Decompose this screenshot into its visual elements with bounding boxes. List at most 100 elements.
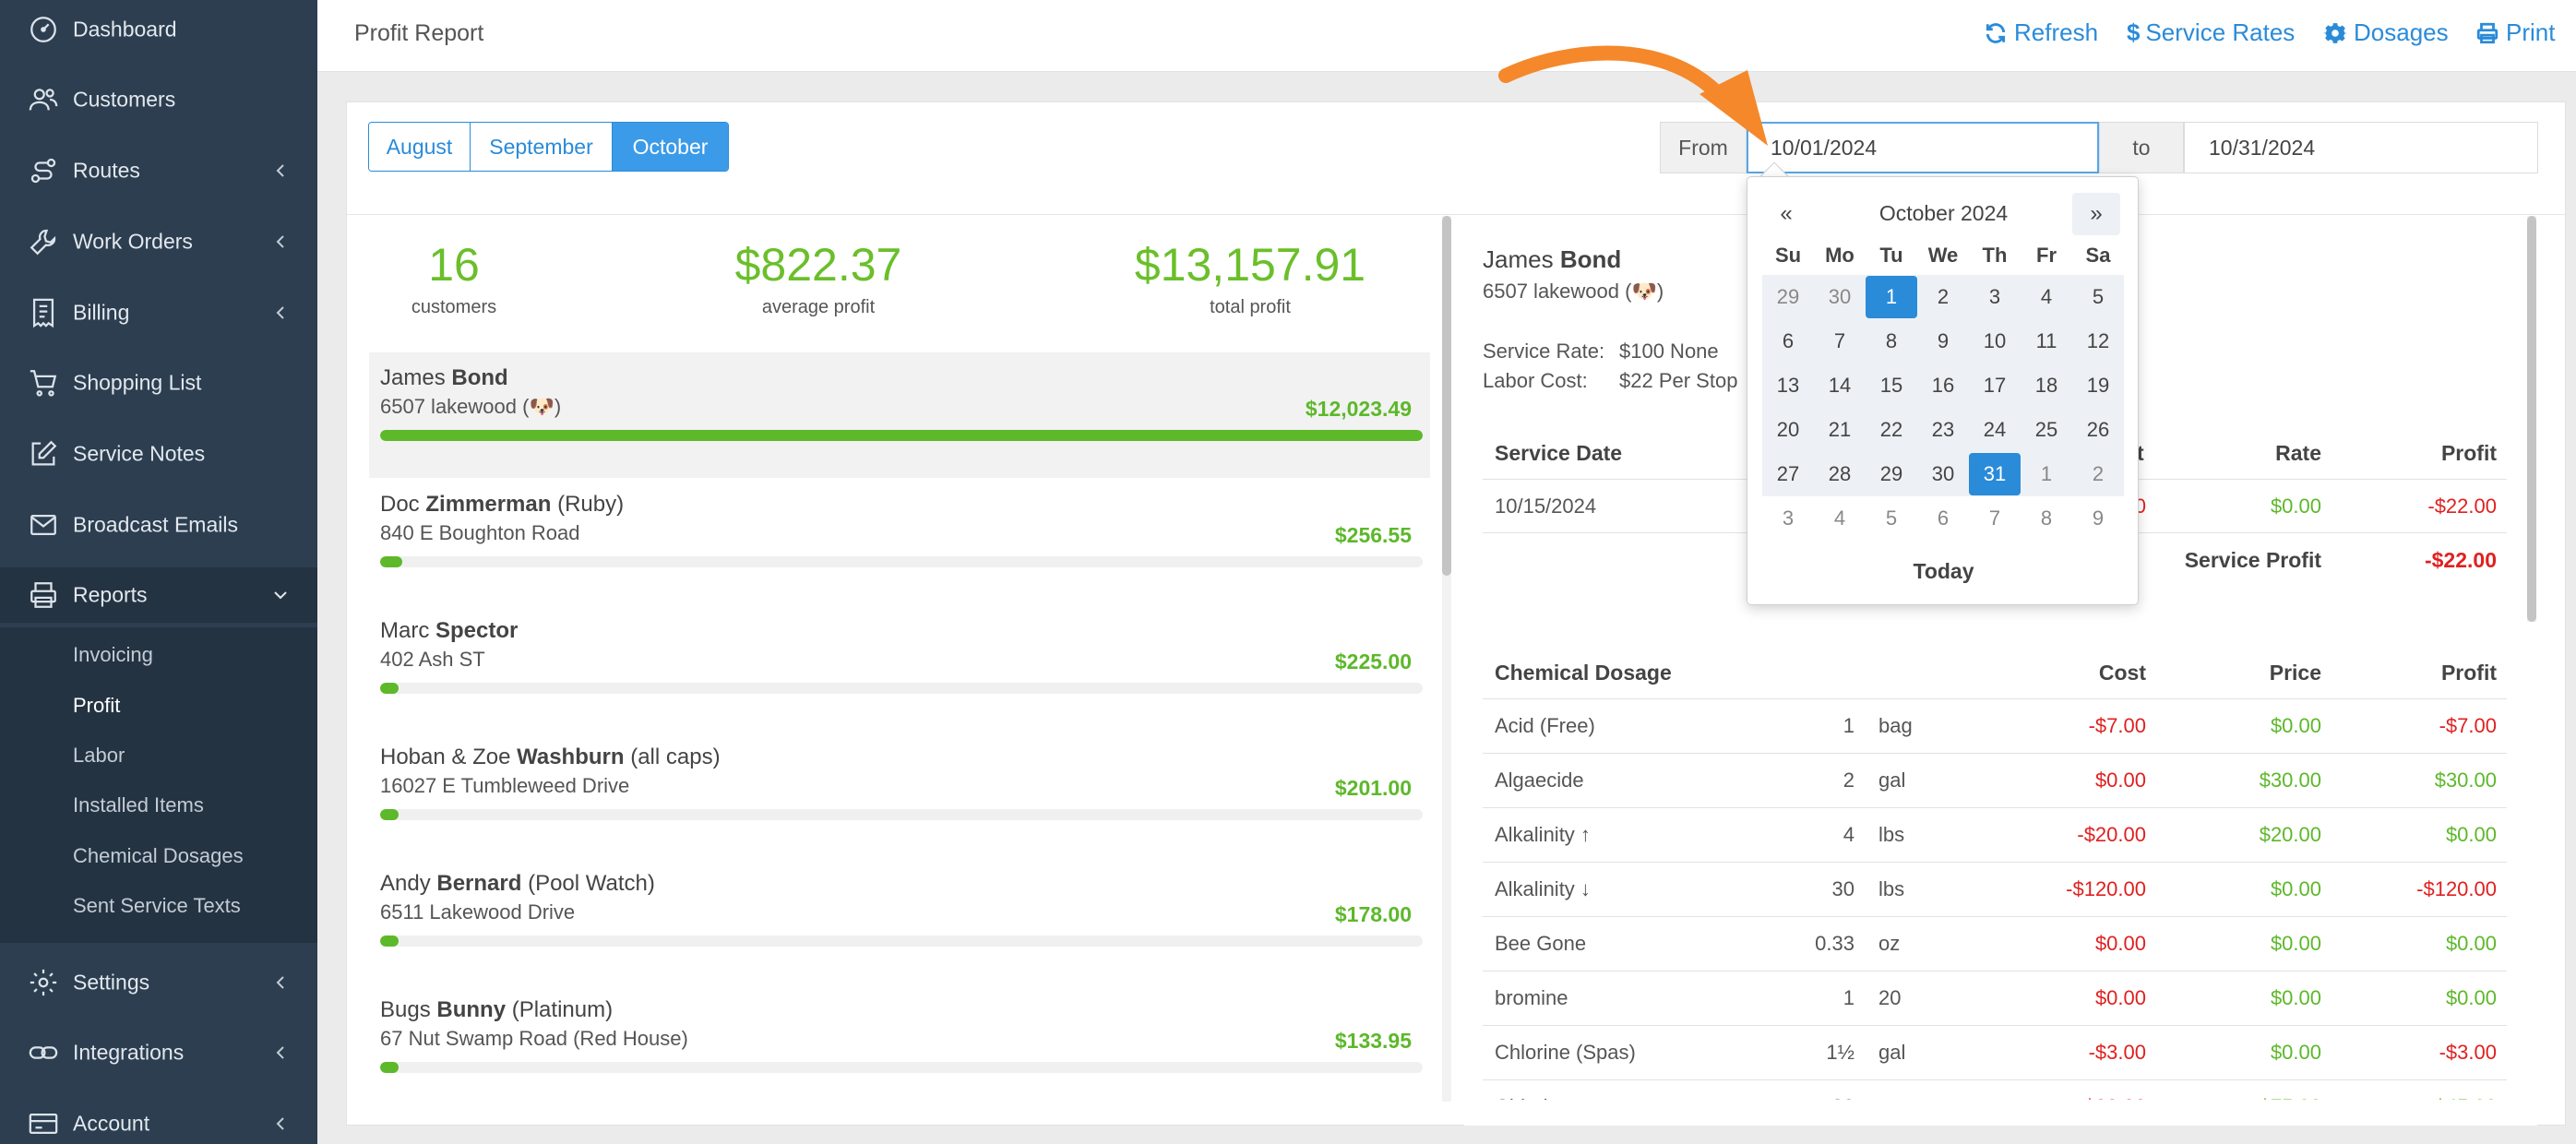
- calendar-day[interactable]: 5: [1885, 506, 1898, 530]
- calendar-day[interactable]: 25: [2034, 418, 2058, 441]
- calendar-day[interactable]: 27: [1776, 462, 1800, 485]
- sidebar-item-dashboard[interactable]: Dashboard: [0, 2, 317, 57]
- calendar-next-button[interactable]: »: [2072, 193, 2120, 235]
- sidebar-item-reports[interactable]: Reports: [0, 567, 317, 623]
- calendar-weekday: Su: [1774, 244, 1802, 267]
- calendar-day[interactable]: 1: [2040, 462, 2053, 485]
- calendar-day[interactable]: 21: [1828, 418, 1852, 441]
- sidebar-item-integrations[interactable]: Integrations: [0, 1025, 317, 1080]
- customer-address: 67 Nut Swamp Road (Red House): [380, 1027, 688, 1050]
- month-button-august[interactable]: August: [369, 123, 471, 171]
- calendar-day[interactable]: 8: [1885, 329, 1898, 352]
- dosage-cost-cell: -$3.00: [2088, 1041, 2146, 1064]
- gear-icon: [30, 969, 57, 996]
- sidebar-subitem-chemical-dosages[interactable]: Chemical Dosages: [73, 844, 244, 867]
- calendar-day[interactable]: 29: [1879, 462, 1903, 485]
- sidebar-item-broadcast-emails[interactable]: Broadcast Emails: [0, 497, 317, 553]
- calendar-day[interactable]: 2: [1937, 285, 1950, 308]
- profit-bar: [380, 1062, 1423, 1073]
- calendar-day[interactable]: 3: [1988, 285, 2001, 308]
- calendar-day[interactable]: 19: [2086, 374, 2110, 397]
- sidebar-item-label: Billing: [73, 300, 130, 325]
- customer-list-item[interactable]: Hoban & Zoe Washburn (all caps) 16027 E T…: [369, 732, 1430, 857]
- calendar-day[interactable]: 1: [1866, 276, 1917, 318]
- calendar-day[interactable]: 7: [1833, 329, 1846, 352]
- sidebar-item-work-orders[interactable]: Work Orders: [0, 214, 317, 269]
- calendar-day[interactable]: 4: [2040, 285, 2053, 308]
- total-profit-label: total profit: [1210, 297, 1291, 317]
- calendar-day[interactable]: 13: [1776, 374, 1800, 397]
- calendar-month-title[interactable]: October 2024: [1878, 201, 2009, 225]
- sidebar-item-billing[interactable]: Billing: [0, 285, 317, 340]
- sidebar-subitem-labor[interactable]: Labor: [73, 744, 125, 767]
- sidebar-item-account[interactable]: Account: [0, 1096, 317, 1144]
- calendar-day[interactable]: 12: [2086, 329, 2110, 352]
- calendar-day[interactable]: 15: [1879, 374, 1903, 397]
- customer-list-item[interactable]: James Bond 6507 lakewood (🐶) $12,023.49: [369, 352, 1430, 478]
- customer-first-name: Doc: [380, 492, 420, 517]
- month-button-september[interactable]: September: [471, 123, 613, 171]
- calendar-day[interactable]: 22: [1879, 418, 1903, 441]
- calendar-day[interactable]: 6: [1937, 506, 1950, 530]
- calendar-day[interactable]: 8: [2040, 506, 2053, 530]
- sidebar-subitem-profit[interactable]: Profit: [73, 694, 121, 717]
- sidebar-item-settings[interactable]: Settings: [0, 955, 317, 1010]
- calendar-day[interactable]: 4: [1833, 506, 1846, 530]
- calendar-day[interactable]: 9: [2092, 506, 2105, 530]
- gear-icon: [2323, 22, 2347, 43]
- calendar-day[interactable]: 30: [1828, 285, 1852, 308]
- calendar-day[interactable]: 20: [1776, 418, 1800, 441]
- calendar-day[interactable]: 14: [1828, 374, 1852, 397]
- calendar-day[interactable]: 30: [1931, 462, 1955, 485]
- sidebar-item-shopping-list[interactable]: Shopping List: [0, 355, 317, 411]
- customer-list-item[interactable]: Bugs Bunny (Platinum) 67 Nut Swamp Road (…: [369, 984, 1430, 1110]
- calendar-day[interactable]: 11: [2035, 329, 2057, 352]
- month-button-october[interactable]: October: [613, 123, 728, 171]
- calendar-day[interactable]: 16: [1931, 374, 1955, 397]
- calendar-day[interactable]: 18: [2034, 374, 2058, 397]
- calendar-prev-button[interactable]: «: [1780, 201, 1793, 226]
- calendar-day[interactable]: 24: [1983, 418, 2007, 441]
- dosage-name-cell: Bee Gone: [1495, 932, 1587, 955]
- sidebar-item-routes[interactable]: Routes: [0, 143, 317, 198]
- customer-list-scroll-thumb[interactable]: [1442, 216, 1451, 576]
- dosage-qty-cell: 1½: [1826, 1041, 1854, 1064]
- calendar-day[interactable]: 2: [2092, 462, 2105, 485]
- customer-list-item[interactable]: Marc Spector 402 Ash ST $225.00: [369, 605, 1430, 731]
- customer-list-scrollbar[interactable]: [1442, 216, 1451, 1102]
- calendar-day[interactable]: 29: [1776, 285, 1800, 308]
- dosages-button[interactable]: Dosages: [2323, 18, 2449, 47]
- calendar-day[interactable]: 26: [2086, 418, 2110, 441]
- calendar-day[interactable]: 9: [1937, 329, 1950, 352]
- calendar-day[interactable]: 28: [1828, 462, 1852, 485]
- print-button[interactable]: Print: [2475, 18, 2555, 47]
- calendar-day[interactable]: 3: [1782, 506, 1795, 530]
- calendar-day[interactable]: 31: [1969, 453, 2021, 495]
- profit-bar: [380, 935, 1423, 947]
- divider: [1483, 807, 2507, 808]
- calendar-day[interactable]: 10: [1983, 329, 2007, 352]
- calendar-day[interactable]: 7: [1988, 506, 2001, 530]
- dosage-cost-cell: $0.00: [2094, 986, 2146, 1009]
- detail-scroll-thumb[interactable]: [2527, 216, 2536, 622]
- sidebar-subitem-sent-service-texts[interactable]: Sent Service Texts: [73, 894, 241, 917]
- customer-list-item[interactable]: Andy Bernard (Pool Watch) 6511 Lakewood D…: [369, 858, 1430, 983]
- chevron-left-icon: [276, 306, 284, 319]
- from-date-input[interactable]: 10/01/2024: [1747, 122, 2099, 173]
- sidebar-item-customers[interactable]: Customers: [0, 72, 317, 127]
- calendar-today-button[interactable]: Today: [1913, 559, 1974, 583]
- to-date-input[interactable]: 10/31/2024: [2184, 122, 2538, 173]
- sidebar-subitem-installed-items[interactable]: Installed Items: [73, 793, 204, 816]
- dosage-profit-cell: $30.00: [2434, 769, 2497, 792]
- calendar-day[interactable]: 5: [2092, 285, 2105, 308]
- sidebar-subitem-invoicing[interactable]: Invoicing: [73, 643, 153, 666]
- refresh-button[interactable]: Refresh: [1984, 18, 2098, 47]
- sidebar-item-label: Dashboard: [73, 17, 177, 42]
- calendar-day[interactable]: 6: [1782, 329, 1795, 352]
- calendar-day[interactable]: 17: [1983, 374, 2007, 397]
- customer-list-item[interactable]: Doc Zimmerman (Ruby) 840 E Boughton Road $…: [369, 479, 1430, 604]
- service-rates-button[interactable]: $ Service Rates: [2127, 18, 2295, 47]
- calendar-day[interactable]: 23: [1931, 418, 1955, 441]
- sidebar-item-service-notes[interactable]: Service Notes: [0, 426, 317, 482]
- calendar-range-row: [1762, 363, 2124, 408]
